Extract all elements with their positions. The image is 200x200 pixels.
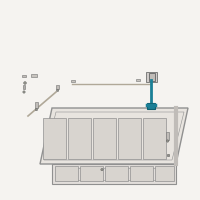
Bar	[166, 132, 169, 140]
Bar	[105, 166, 128, 181]
Bar	[155, 166, 174, 181]
Bar	[118, 118, 141, 159]
Circle shape	[24, 82, 26, 84]
Circle shape	[35, 108, 38, 111]
Bar	[143, 118, 166, 159]
Bar	[167, 154, 169, 156]
Bar	[35, 102, 38, 108]
Bar	[146, 72, 157, 82]
Bar	[71, 80, 75, 82]
Bar	[68, 118, 91, 159]
Bar	[147, 103, 155, 109]
Circle shape	[56, 89, 59, 92]
Bar	[80, 166, 103, 181]
Bar	[43, 118, 66, 159]
Bar	[93, 118, 116, 159]
Bar	[130, 166, 153, 181]
Bar	[136, 79, 140, 81]
Bar	[31, 74, 37, 77]
Bar	[56, 85, 59, 89]
Polygon shape	[40, 108, 188, 164]
Bar	[55, 166, 78, 181]
Circle shape	[101, 168, 103, 171]
Bar	[22, 75, 26, 77]
Circle shape	[23, 91, 25, 93]
Polygon shape	[52, 164, 176, 184]
Bar	[23, 85, 25, 89]
Circle shape	[166, 140, 169, 142]
Bar	[149, 73, 155, 81]
